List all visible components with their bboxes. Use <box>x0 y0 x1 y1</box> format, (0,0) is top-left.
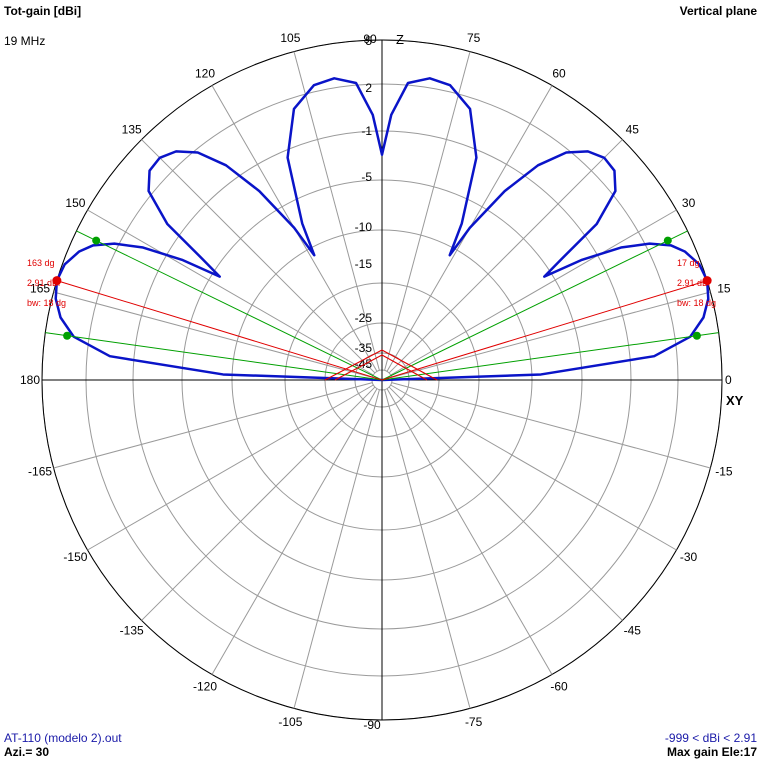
frequency-label: 19 MHz <box>4 34 46 48</box>
max-gain-marker <box>52 276 62 286</box>
angle-tick-label: -90 <box>363 718 381 732</box>
beam-edge-line <box>381 230 688 381</box>
radial-tick-label: -5 <box>361 170 372 184</box>
angle-tick-label: -120 <box>193 680 217 694</box>
radial-tick-label: -15 <box>355 257 373 271</box>
beam-edge-line <box>381 332 719 381</box>
angle-tick-label: 135 <box>122 123 142 137</box>
radial-tick-label: 5 <box>365 34 372 48</box>
radial-tick-label: -10 <box>355 220 373 234</box>
gain-pattern <box>54 77 710 382</box>
max-gain-label: 163 dg <box>27 258 55 268</box>
grid-spoke <box>386 388 553 675</box>
file-name: AT-110 (modelo 2).out <box>4 731 122 745</box>
grid-spoke <box>384 389 471 709</box>
angle-tick-label: 0 <box>725 373 732 387</box>
gain-pattern-trace <box>54 77 710 382</box>
beam-edge-line <box>76 230 383 381</box>
angle-tick-label: 75 <box>467 31 481 45</box>
grid-spoke <box>388 386 623 621</box>
max-gain-label: Max gain Ele:17 <box>666 745 757 759</box>
grid-spoke <box>211 388 378 675</box>
beam-edge-marker <box>92 236 101 245</box>
angle-tick-label: 15 <box>717 281 731 295</box>
grid-spoke <box>87 209 374 376</box>
angle-tick-label: 30 <box>682 196 696 210</box>
grid-spoke <box>53 291 373 378</box>
angle-tick-label: -135 <box>120 623 144 637</box>
radial-tick-label: 2 <box>365 81 372 95</box>
grid-spoke <box>293 389 380 709</box>
angle-tick-label: -165 <box>28 465 52 479</box>
max-gain-label: 2.91 dBi <box>677 278 710 288</box>
angle-tick-label: 45 <box>626 123 640 137</box>
angle-tick-label: 180 <box>20 373 40 387</box>
angle-tick-label: 90 <box>363 32 377 46</box>
grid-spoke <box>390 384 677 551</box>
radial-tick-label: -35 <box>355 341 373 355</box>
angle-tick-label: 105 <box>280 31 300 45</box>
grid-spoke <box>141 139 376 374</box>
grid-spoke <box>141 386 376 621</box>
grid-spoke <box>384 51 471 371</box>
grid-spoke <box>87 384 374 551</box>
beam-edge-marker <box>692 331 701 340</box>
max-gain-label: bw: 18 dg <box>677 298 716 308</box>
angle-tick-label: 150 <box>65 196 85 210</box>
grid-spoke <box>390 209 677 376</box>
beam-edge-marker <box>663 236 672 245</box>
gain-range-label: -999 < dBi < 2.91 <box>664 731 757 745</box>
grid-spoke <box>391 382 711 469</box>
max-gain-line <box>56 280 383 381</box>
grid-spoke <box>53 382 373 469</box>
radial-tick-label: -25 <box>355 311 373 325</box>
grid-spoke <box>293 51 380 371</box>
angle-tick-label: -60 <box>550 680 568 694</box>
tick-labels: 0 15 30 45 60 75 90 105 120 135 150 165 180 -165 -150 -… <box>20 31 744 732</box>
grid-spoke <box>391 291 711 378</box>
radial-tick-label: -1 <box>361 124 372 138</box>
angle-tick-label: -75 <box>465 715 483 729</box>
chart-title: Tot-gain [dBi] <box>4 4 82 18</box>
horizon-label: XY <box>726 393 744 408</box>
azimuth-label: Azi.= 30 <box>4 745 50 759</box>
angle-tick-label: 60 <box>552 66 566 80</box>
beam-edge-line <box>45 332 383 381</box>
angle-tick-label: -30 <box>680 550 698 564</box>
centre-gain-indicator <box>324 349 438 381</box>
zenith-label: Z <box>396 32 404 47</box>
max-gain-label: 17 dg <box>677 258 700 268</box>
angle-tick-label: 165 <box>30 281 50 295</box>
angle-tick-label: -105 <box>278 715 302 729</box>
angle-tick-label: -45 <box>624 623 642 637</box>
max-gain-line <box>381 280 708 381</box>
angle-tick-label: -150 <box>63 550 87 564</box>
angle-tick-label: -15 <box>715 465 733 479</box>
max-gain-label: bw: 18 dg <box>27 298 66 308</box>
plane-label: Vertical plane <box>679 4 757 18</box>
max-gain-marker <box>702 276 712 286</box>
beam-edge-marker <box>63 331 72 340</box>
centre-gain-indicator <box>334 354 428 381</box>
beam-markers: 17 dg 2.91 dBi bw: 18 dg 163 dg 2.91 dBi bw: … <box>27 230 719 381</box>
max-gain-label: 2.91 dBi <box>27 278 60 288</box>
angle-tick-label: 120 <box>195 66 215 80</box>
grid-spoke <box>388 139 623 374</box>
